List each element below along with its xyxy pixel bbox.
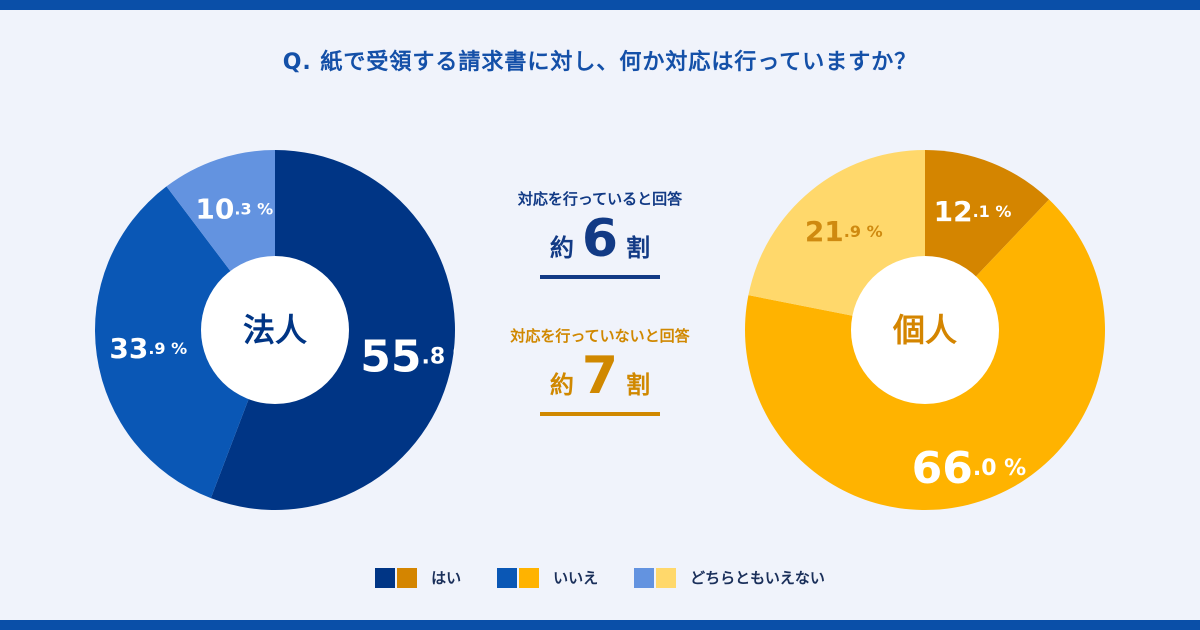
corp-slice-1 — [95, 186, 275, 499]
legend-item-no: いいえ — [497, 567, 598, 588]
page-title: Q. 紙で受領する請求書に対し、何か対応は行っていますか？ — [282, 50, 918, 75]
corp-slice-label-1: 33.9 % — [109, 332, 187, 365]
indiv-slice-label-2: 21.9 % — [805, 215, 883, 248]
corp-slice-label-0: 55.8 % — [360, 331, 455, 382]
legend-swatch-corp-neutral — [634, 567, 655, 588]
corp-center-label: 法人 — [243, 311, 307, 349]
top-border — [0, 0, 1200, 10]
corp-slice-label-2: 10.3 % — [195, 192, 273, 225]
bottom-border — [0, 620, 1200, 630]
summary-no-number: 7 — [581, 346, 619, 406]
summary-no-unit: 割 — [626, 371, 651, 399]
legend-label-no: いいえ — [553, 569, 599, 587]
legend-label-neutral: どちらともいえない — [690, 569, 825, 587]
summary-yes-label: 対応を行っていると回答 — [517, 190, 683, 208]
legend-label-yes: はい — [431, 569, 462, 587]
indiv-slice-label-0: 12.1 % — [934, 195, 1012, 228]
summary-yes-number: 6 — [581, 209, 619, 269]
legend-swatch-corp-no — [497, 567, 518, 588]
legend-item-yes: はい — [375, 567, 461, 588]
summary-no-label: 対応を行っていないと回答 — [510, 327, 690, 345]
indiv-center-label: 個人 — [892, 311, 957, 349]
indiv-slice-label-1: 66.0 % — [912, 443, 1027, 494]
legend-swatch-corp-yes — [375, 567, 396, 588]
corp-donut-hole — [201, 256, 349, 404]
legend-item-neutral: どちらともいえない — [634, 567, 825, 588]
summary-yes-unit: 割 — [626, 234, 651, 262]
individual-donut-chart: 12.1 % 66.0 % 21.9 % 個人 — [745, 150, 1105, 510]
legend: はい いいえ どちらともいえない — [0, 567, 1200, 588]
legend-swatch-indiv-no — [519, 567, 540, 588]
legend-swatch-indiv-yes — [397, 567, 418, 588]
corporate-donut-chart: 55.8 % 33.9 % 10.3 % 法人 — [95, 150, 455, 510]
indiv-donut-hole — [851, 256, 999, 404]
summary-no-approx: 約 — [549, 371, 574, 399]
summary-no-underline — [540, 412, 660, 416]
summary-yes-underline — [540, 275, 660, 279]
summary-yes-approx: 約 — [549, 234, 574, 262]
legend-swatch-indiv-neutral — [656, 567, 677, 588]
